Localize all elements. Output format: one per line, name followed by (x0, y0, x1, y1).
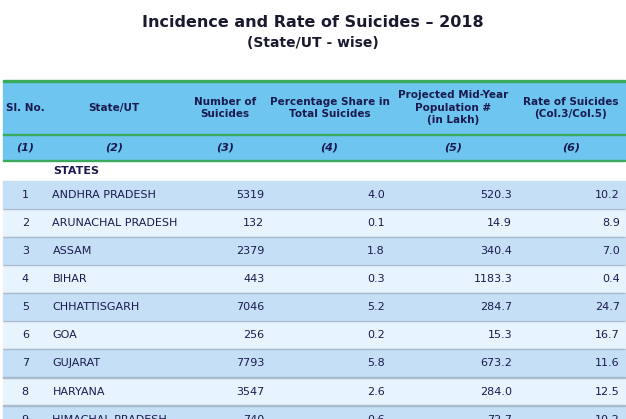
Text: 5.8: 5.8 (367, 359, 385, 368)
Text: 7046: 7046 (236, 303, 264, 312)
Text: 7: 7 (22, 359, 29, 368)
Bar (3, 293, 625, 321)
Text: 24.7: 24.7 (595, 303, 620, 312)
Text: (3): (3) (216, 142, 234, 153)
Text: (State/UT - wise): (State/UT - wise) (247, 36, 379, 49)
Bar (3, 181, 625, 209)
Bar (3, 405, 625, 406)
Text: 256: 256 (243, 331, 264, 340)
Text: 10.2: 10.2 (595, 190, 620, 200)
Text: 0.6: 0.6 (367, 415, 385, 419)
Text: 5.2: 5.2 (367, 303, 385, 312)
Text: ASSAM: ASSAM (53, 246, 92, 256)
Bar (3, 135, 625, 160)
Text: 72.7: 72.7 (487, 415, 512, 419)
Text: 14.9: 14.9 (487, 218, 512, 228)
Text: HARYANA: HARYANA (53, 387, 105, 396)
Text: Sl. No.: Sl. No. (6, 103, 44, 113)
Text: GUJARAT: GUJARAT (53, 359, 101, 368)
Text: 3547: 3547 (236, 387, 264, 396)
Text: 5319: 5319 (236, 190, 264, 200)
Text: ANDHRA PRADESH: ANDHRA PRADESH (53, 190, 156, 200)
Text: 284.0: 284.0 (480, 387, 512, 396)
Text: Number of
Suicides: Number of Suicides (194, 97, 257, 119)
Bar (3, 237, 625, 265)
Text: CHHATTISGARH: CHHATTISGARH (53, 303, 140, 312)
Text: 15.3: 15.3 (488, 331, 512, 340)
Bar (3, 82, 625, 134)
Bar (3, 161, 625, 181)
Text: (1): (1) (16, 142, 34, 153)
Text: 284.7: 284.7 (480, 303, 512, 312)
Text: GOA: GOA (53, 331, 77, 340)
Text: 8: 8 (22, 387, 29, 396)
Bar (3, 265, 625, 293)
Text: 673.2: 673.2 (480, 359, 512, 368)
Text: (6): (6) (562, 142, 580, 153)
Text: 132: 132 (243, 218, 264, 228)
Text: 3: 3 (22, 246, 29, 256)
Text: Incidence and Rate of Suicides – 2018: Incidence and Rate of Suicides – 2018 (142, 15, 484, 30)
Text: ARUNACHAL PRADESH: ARUNACHAL PRADESH (53, 218, 178, 228)
Text: 10.2: 10.2 (595, 415, 620, 419)
Text: 1: 1 (22, 190, 29, 200)
Text: BIHAR: BIHAR (53, 274, 87, 284)
Text: (2): (2) (105, 142, 123, 153)
Text: (5): (5) (444, 142, 463, 153)
Text: 7.0: 7.0 (602, 246, 620, 256)
Text: 6: 6 (22, 331, 29, 340)
Text: 4: 4 (22, 274, 29, 284)
Text: 0.1: 0.1 (367, 218, 385, 228)
Bar (3, 377, 625, 378)
Text: 0.3: 0.3 (367, 274, 385, 284)
Bar (3, 378, 625, 406)
Bar (3, 209, 625, 237)
Bar (3, 80, 625, 82)
Text: 1183.3: 1183.3 (473, 274, 512, 284)
Text: Projected Mid-Year
Population #
(in Lakh): Projected Mid-Year Population # (in Lakh… (398, 91, 509, 125)
Text: 340.4: 340.4 (480, 246, 512, 256)
Bar (3, 406, 625, 419)
Text: State/UT: State/UT (89, 103, 140, 113)
Text: 740: 740 (243, 415, 264, 419)
Text: Percentage Share in
Total Suicides: Percentage Share in Total Suicides (270, 97, 389, 119)
Text: 2379: 2379 (236, 246, 264, 256)
Bar (3, 134, 625, 135)
Text: 1.8: 1.8 (367, 246, 385, 256)
Bar (3, 160, 625, 161)
Text: STATES: STATES (54, 166, 100, 176)
Text: 520.3: 520.3 (480, 190, 512, 200)
Text: 8.9: 8.9 (602, 218, 620, 228)
Text: 9: 9 (22, 415, 29, 419)
Text: HIMACHAL PRADESH: HIMACHAL PRADESH (53, 415, 167, 419)
Text: 2: 2 (22, 218, 29, 228)
Text: 0.2: 0.2 (367, 331, 385, 340)
Text: 11.6: 11.6 (595, 359, 620, 368)
Text: 7793: 7793 (236, 359, 264, 368)
Text: Rate of Suicides
(Col.3/Col.5): Rate of Suicides (Col.3/Col.5) (523, 97, 618, 119)
Text: 443: 443 (243, 274, 264, 284)
Text: 4.0: 4.0 (367, 190, 385, 200)
Text: 12.5: 12.5 (595, 387, 620, 396)
Text: 2.6: 2.6 (367, 387, 385, 396)
Bar (3, 321, 625, 349)
Text: 16.7: 16.7 (595, 331, 620, 340)
Text: 5: 5 (22, 303, 29, 312)
Text: 0.4: 0.4 (602, 274, 620, 284)
Bar (3, 349, 625, 378)
Text: (4): (4) (321, 142, 339, 153)
